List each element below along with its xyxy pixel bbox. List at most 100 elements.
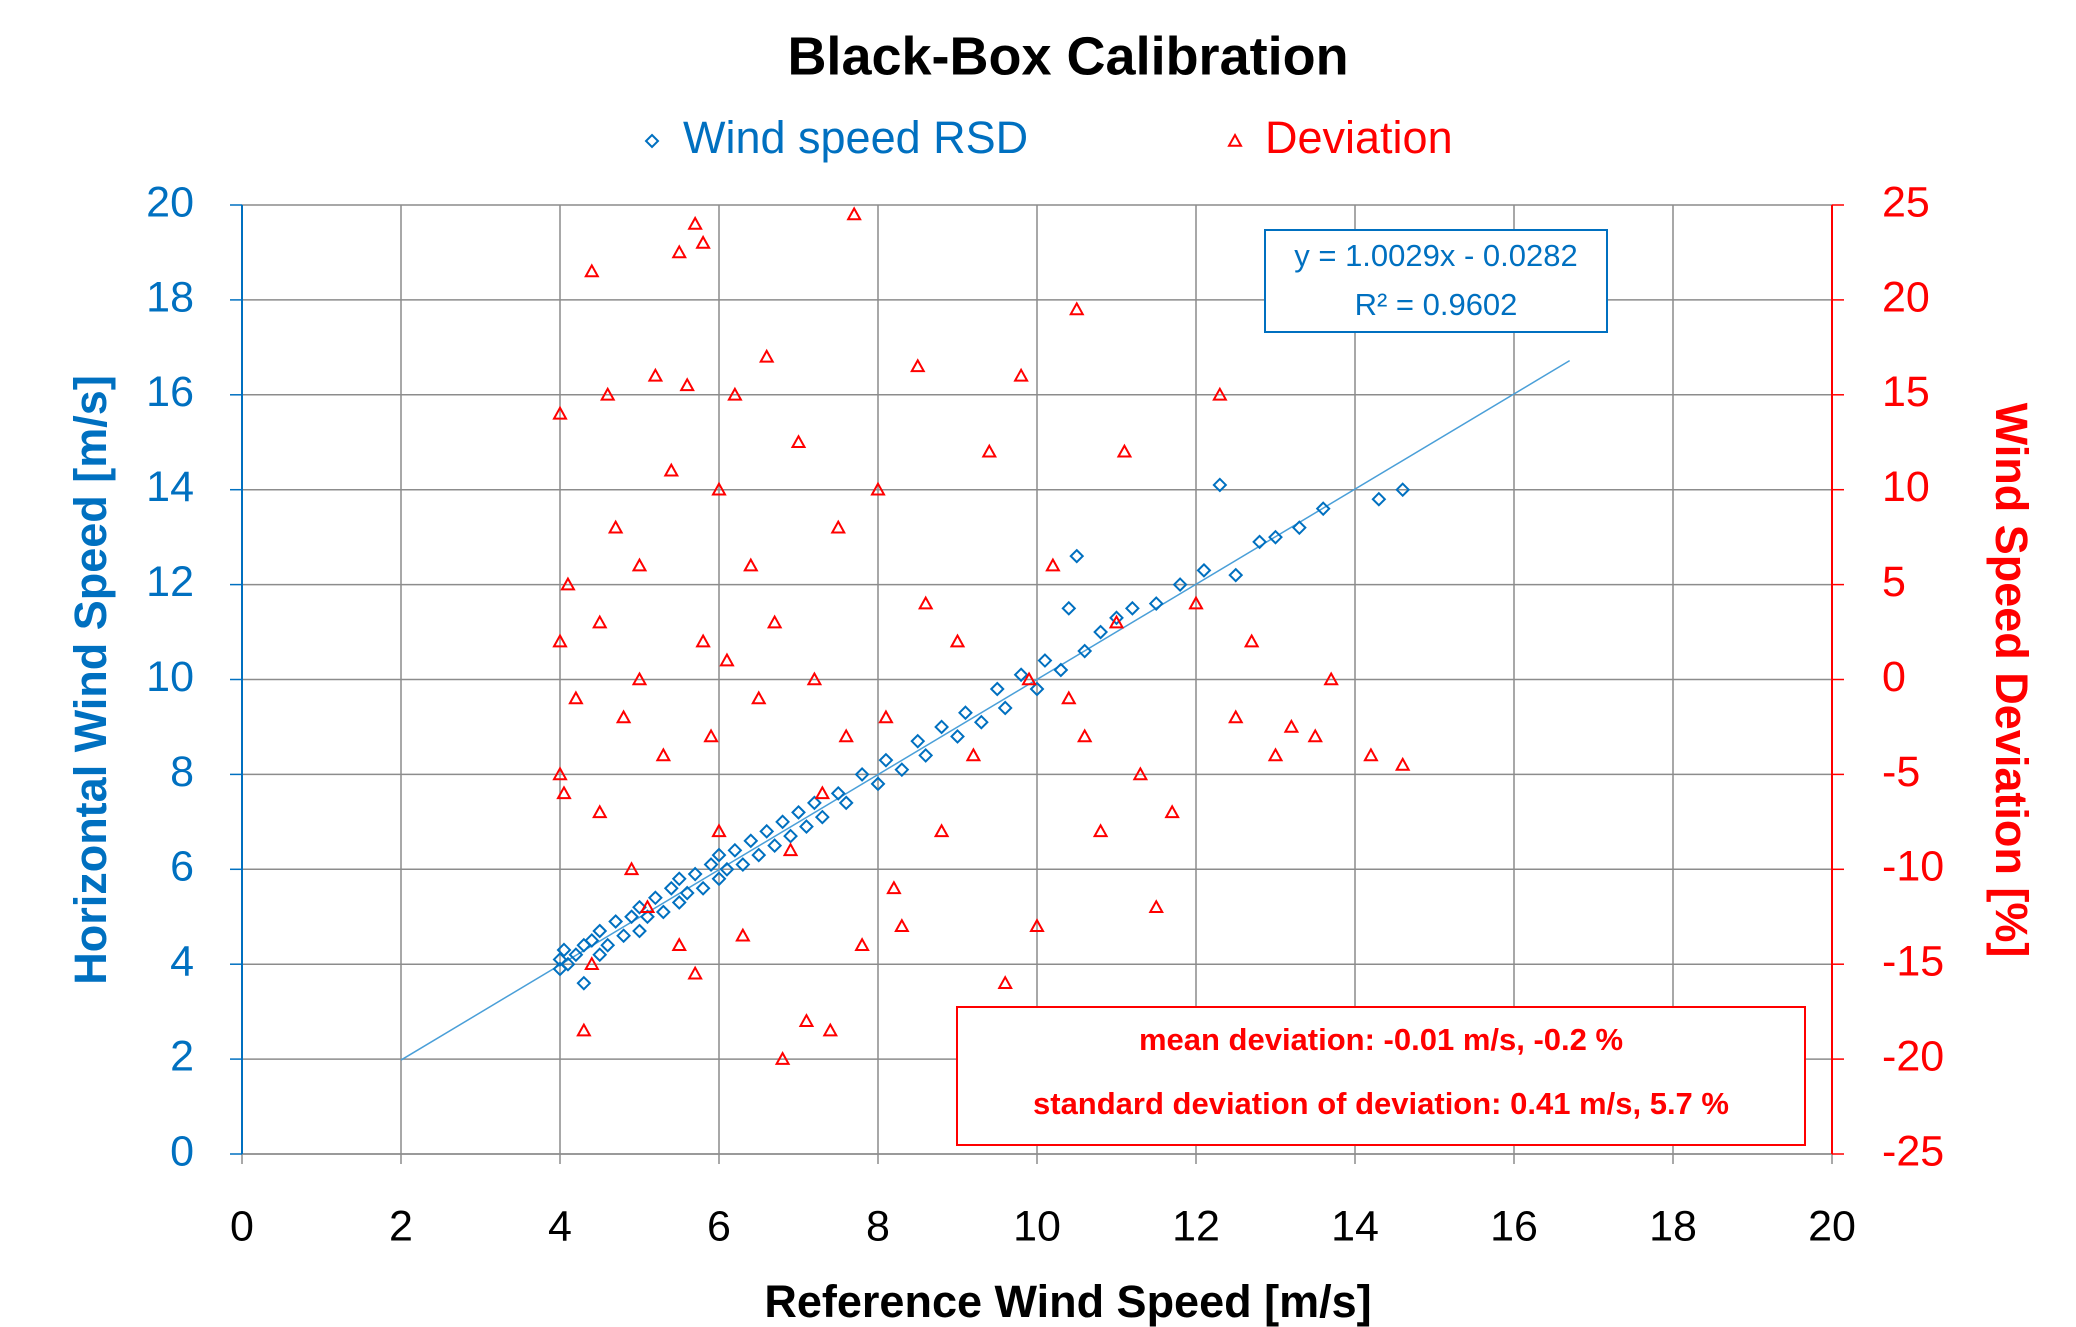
point <box>1188 595 1204 610</box>
point <box>663 880 679 896</box>
point <box>600 937 616 953</box>
point <box>743 833 759 849</box>
point <box>1307 728 1323 743</box>
point <box>1243 633 1260 648</box>
point <box>910 733 926 749</box>
point <box>1061 690 1077 705</box>
point <box>607 519 624 534</box>
std-deviation: standard deviation of deviation: 0.41 m/… <box>1033 1086 1729 1121</box>
point <box>640 909 655 925</box>
point <box>592 923 608 939</box>
point <box>1108 614 1125 629</box>
point <box>949 633 966 648</box>
y2-tick-label: -20 <box>1882 1032 1944 1080</box>
point <box>679 377 695 392</box>
y-tick-label: 20 <box>146 178 194 226</box>
point <box>703 728 719 743</box>
point <box>1029 681 1045 697</box>
x-tick-label: 2 <box>389 1202 413 1250</box>
point <box>615 709 632 724</box>
point <box>759 823 775 839</box>
r-squared: R² = 0.9602 <box>1355 287 1518 322</box>
point <box>814 809 830 825</box>
point <box>639 899 656 914</box>
y-tick-label: 2 <box>170 1032 194 1080</box>
point <box>1268 529 1283 545</box>
mean-deviation: mean deviation: -0.01 m/s, -0.2 % <box>1139 1022 1623 1057</box>
point <box>655 747 672 762</box>
point <box>647 367 664 382</box>
point <box>1061 600 1077 616</box>
point <box>560 576 576 591</box>
point <box>1212 477 1228 493</box>
x-tick-label: 16 <box>1490 1202 1538 1250</box>
point <box>719 652 735 667</box>
y2-tick-label: 0 <box>1882 653 1906 701</box>
point <box>1116 443 1133 458</box>
y-tick-label: 14 <box>146 463 194 511</box>
point <box>1291 520 1307 536</box>
point <box>910 358 926 373</box>
point <box>1021 671 1037 686</box>
point <box>870 776 886 792</box>
point <box>1228 709 1244 724</box>
point <box>616 928 632 944</box>
point <box>965 747 982 762</box>
point <box>711 871 727 887</box>
point <box>671 244 687 259</box>
point <box>1029 918 1045 933</box>
point <box>600 386 616 401</box>
point <box>886 880 902 895</box>
point <box>950 729 965 744</box>
point <box>774 1051 791 1065</box>
point <box>743 557 759 572</box>
point <box>663 462 679 477</box>
x-axis-title: Reference Wind Speed [m/s] <box>764 1276 1371 1327</box>
point <box>870 481 886 496</box>
point <box>973 714 989 730</box>
point <box>1093 624 1109 640</box>
equation-box <box>1264 229 1608 333</box>
y-tick-label: 4 <box>170 938 194 986</box>
point <box>997 700 1013 716</box>
point <box>751 847 767 863</box>
point <box>735 927 751 942</box>
y-tick-label: 10 <box>146 653 194 701</box>
point <box>1148 596 1164 611</box>
point <box>1267 747 1284 762</box>
point <box>1283 718 1300 733</box>
point <box>632 923 647 939</box>
point <box>934 719 950 735</box>
y-tick-label: 8 <box>170 748 194 796</box>
point <box>584 933 600 948</box>
point <box>711 847 727 863</box>
point <box>560 956 576 972</box>
legend-label: Deviation <box>1265 112 1453 163</box>
legend-marker <box>644 133 660 149</box>
point <box>703 857 719 872</box>
point <box>1172 577 1188 593</box>
y-tick-label: 18 <box>146 273 194 321</box>
point <box>799 819 814 835</box>
x-tick-label: 18 <box>1649 1202 1697 1250</box>
point <box>775 814 791 830</box>
y2-axis-title: Wind Speed Deviation [%] <box>1986 403 2037 958</box>
point <box>584 263 600 278</box>
point <box>1092 823 1109 838</box>
point <box>727 386 743 401</box>
point <box>655 904 671 920</box>
y2-tick-label: -15 <box>1882 938 1944 986</box>
point <box>981 443 997 458</box>
point <box>556 785 572 800</box>
point <box>1323 671 1339 686</box>
point <box>1069 301 1085 316</box>
point <box>790 434 807 449</box>
point <box>576 1022 592 1037</box>
point <box>798 1013 815 1027</box>
point <box>695 633 711 648</box>
point <box>687 866 703 882</box>
point <box>671 871 687 887</box>
point <box>1124 600 1140 616</box>
point <box>735 857 751 872</box>
point <box>1395 482 1411 498</box>
